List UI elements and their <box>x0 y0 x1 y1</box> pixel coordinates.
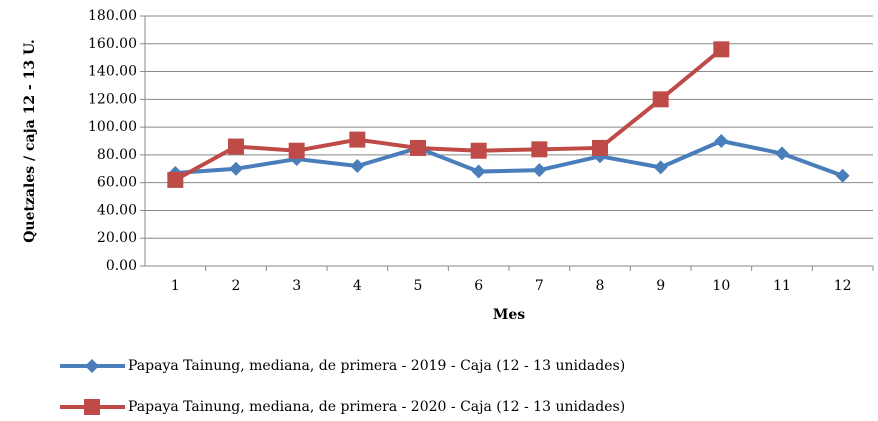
y-tick-label: 60.00 <box>97 175 137 191</box>
x-axis-title: Mes <box>493 307 525 323</box>
x-tick-label: 5 <box>414 278 423 294</box>
marker <box>167 171 184 188</box>
legend-marker <box>84 399 100 415</box>
x-tick-label: 7 <box>535 278 544 294</box>
y-tick-label: 20.00 <box>97 230 137 246</box>
marker <box>350 159 365 173</box>
marker <box>349 131 366 148</box>
x-tick-label: 12 <box>834 278 852 294</box>
y-tick-label: 160.00 <box>88 36 137 52</box>
x-tick-label: 6 <box>474 278 483 294</box>
x-tick-label: 9 <box>656 278 665 294</box>
y-tick-label: 0.00 <box>106 258 137 274</box>
y-tick-label: 180.00 <box>88 8 137 24</box>
y-tick-label: 40.00 <box>97 202 137 218</box>
x-tick-label: 3 <box>292 278 301 294</box>
marker <box>775 146 789 161</box>
legend-label: Papaya Tainung, mediana, de primera - 20… <box>128 399 625 415</box>
marker <box>714 134 729 148</box>
marker <box>228 138 244 155</box>
y-tick-label: 140.00 <box>88 64 137 80</box>
marker <box>592 139 608 156</box>
marker <box>471 164 486 179</box>
marker <box>653 160 668 175</box>
series-line <box>175 138 844 178</box>
y-tick-label: 100.00 <box>88 119 137 135</box>
marker <box>531 141 548 158</box>
marker <box>835 168 850 183</box>
legend-marker <box>85 359 99 373</box>
marker <box>652 91 669 108</box>
x-tick-label: 2 <box>232 278 241 294</box>
x-tick-label: 11 <box>773 278 791 294</box>
marker <box>470 142 487 159</box>
x-tick-label: 8 <box>596 278 605 294</box>
marker <box>713 41 730 58</box>
y-axis-title: Quetzales / caja 12 - 13 U. <box>22 39 38 243</box>
y-tick-label: 80.00 <box>97 147 137 163</box>
marker <box>229 161 243 176</box>
x-tick-label: 4 <box>353 278 362 294</box>
marker <box>532 163 547 178</box>
legend-label: Papaya Tainung, mediana, de primera - 20… <box>128 358 625 374</box>
series-line <box>174 47 723 182</box>
y-tick-label: 120.00 <box>88 91 137 107</box>
x-tick-label: 1 <box>171 278 180 294</box>
marker <box>410 139 426 156</box>
marker <box>288 142 305 159</box>
x-tick-label: 10 <box>712 278 730 294</box>
